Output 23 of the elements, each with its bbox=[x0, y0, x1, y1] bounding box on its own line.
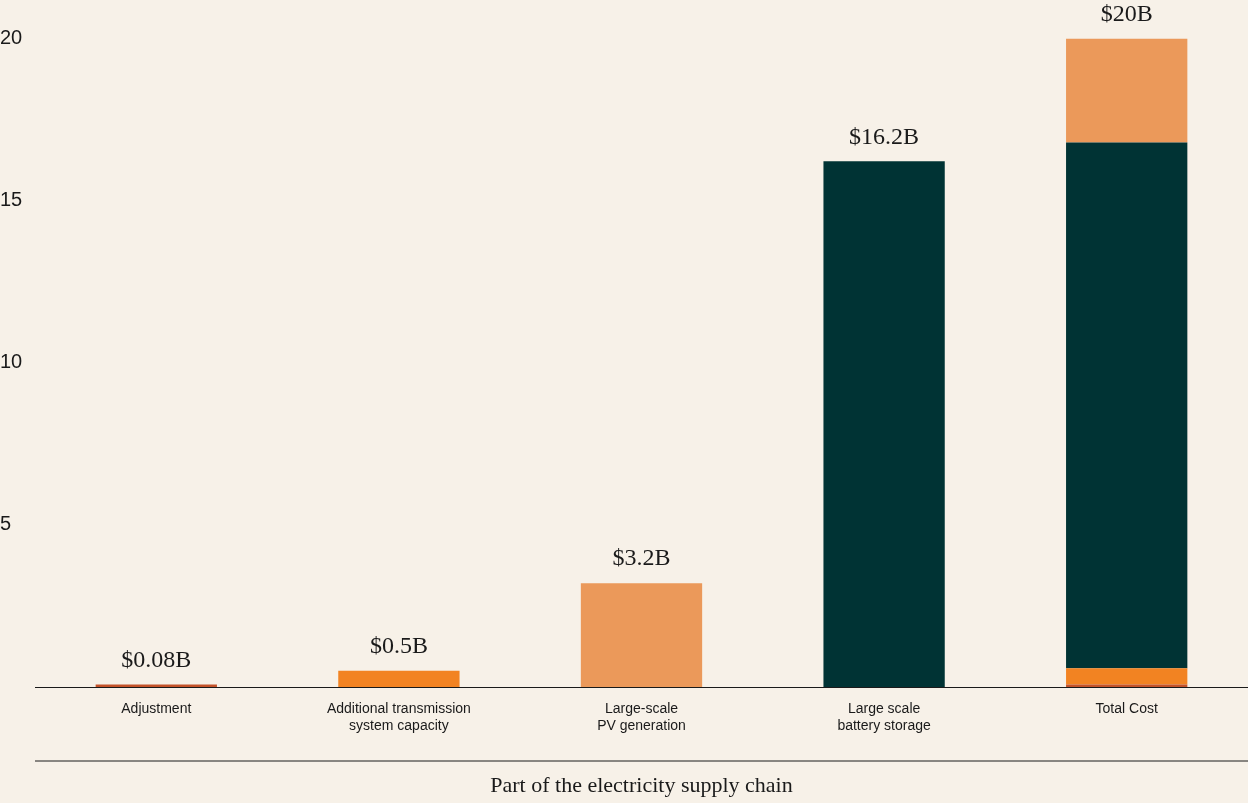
data-label: $0.5B bbox=[369, 632, 428, 659]
bar bbox=[1066, 668, 1188, 685]
bar bbox=[1066, 142, 1188, 669]
bar bbox=[1066, 684, 1188, 687]
bar bbox=[823, 161, 945, 687]
y-tick-label: 15 bbox=[0, 187, 23, 210]
data-label: $16.2B bbox=[849, 122, 920, 149]
y-tick-label: 5 bbox=[0, 512, 12, 535]
x-tick-label: Large-scale PV generation bbox=[597, 700, 686, 734]
x-axis-title: Part of the electricity supply chain bbox=[490, 771, 793, 797]
x-tick-label: Large scale battery storage bbox=[837, 700, 931, 734]
x-tick-label: Total Cost bbox=[1095, 700, 1158, 717]
x-tick-label: Adjustment bbox=[121, 700, 192, 717]
data-label: $3.2B bbox=[612, 544, 671, 571]
total-label: $20B bbox=[1100, 0, 1153, 26]
x-tick-label: Additional transmission system capacity bbox=[326, 700, 471, 734]
bar bbox=[580, 583, 703, 687]
bar bbox=[338, 670, 460, 687]
y-tick-label: 10 bbox=[0, 350, 23, 373]
bar bbox=[1066, 38, 1188, 143]
data-label: $0.08B bbox=[121, 645, 192, 672]
y-tick-label: 20 bbox=[0, 25, 23, 48]
bar bbox=[95, 684, 217, 687]
